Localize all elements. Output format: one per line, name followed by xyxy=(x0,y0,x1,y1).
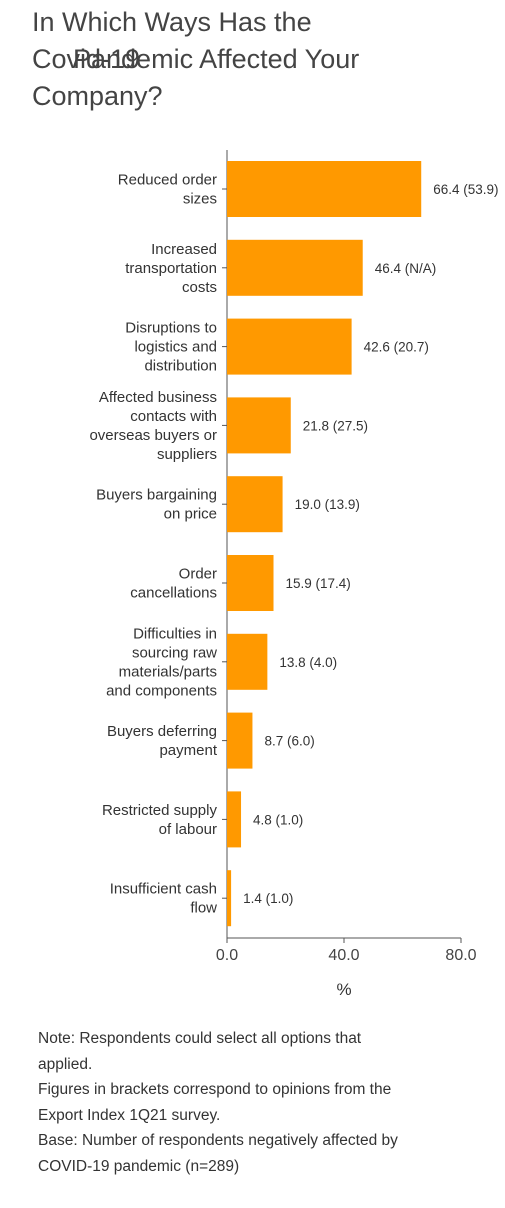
category-label: Affected business xyxy=(99,389,217,406)
note-line: Figures in brackets correspond to opinio… xyxy=(38,1081,392,1098)
category-label: Buyers bargaining xyxy=(96,487,217,504)
data-label: 66.4 (53.9) xyxy=(433,182,498,197)
category-label: sizes xyxy=(183,191,217,208)
bar xyxy=(227,161,422,217)
x-tick-label: 80.0 xyxy=(445,947,476,964)
bar xyxy=(227,633,268,690)
category-label: Insufficient cash xyxy=(110,881,217,898)
title-line-2-second: Pandemic Affected Your xyxy=(73,44,360,74)
data-label: 21.8 (27.5) xyxy=(303,418,368,433)
category-label: payment xyxy=(159,742,217,759)
category-label: flow xyxy=(190,900,217,917)
category-label: of labour xyxy=(159,821,217,838)
bar xyxy=(227,791,242,848)
bar-chart: 66.4 (53.9) Reduced order sizes 46.4 (N/A) I… xyxy=(89,150,499,999)
bar xyxy=(227,555,274,611)
category-label: overseas buyers or xyxy=(89,427,217,444)
note-line: COVID-19 pandemic (n=289) xyxy=(38,1157,240,1175)
category-label: Buyers deferring xyxy=(107,723,217,740)
data-label: 8.7 (6.0) xyxy=(264,734,314,749)
title-line-2: Covid-19 Pandemic Affected Your xyxy=(32,41,492,78)
x-tick-label: 0.0 xyxy=(216,947,238,964)
category-label: transportation xyxy=(125,260,217,277)
x-tick-label: 40.0 xyxy=(328,947,359,964)
bar xyxy=(227,239,363,296)
note-line: Base: Number of respondents negatively a… xyxy=(38,1132,398,1149)
bar xyxy=(227,318,352,375)
category-label: materials/parts xyxy=(119,663,217,680)
note-line: Export Index 1Q21 survey. xyxy=(38,1106,221,1124)
category-label: contacts with xyxy=(130,408,217,425)
category-label: logistics and xyxy=(134,339,217,356)
data-label: 1.4 (1.0) xyxy=(243,891,293,906)
category-label: costs xyxy=(182,279,217,296)
x-axis-title: % xyxy=(336,980,351,999)
data-label: 19.0 (13.9) xyxy=(295,497,360,512)
category-label: Order xyxy=(179,566,217,583)
category-label: Disruptions to xyxy=(125,320,217,337)
chart-notes: Note: Respondents could select all optio… xyxy=(38,1026,478,1179)
chart-title: In Which Ways Has the Covid-19 Pandemic … xyxy=(32,4,492,115)
bar xyxy=(227,476,283,533)
category-label: Difficulties in xyxy=(133,625,217,642)
bar xyxy=(227,397,291,454)
category-label: distribution xyxy=(144,358,217,375)
data-label: 46.4 (N/A) xyxy=(375,261,437,276)
data-label: 13.8 (4.0) xyxy=(279,655,337,670)
title-line-2-first: Covid-19 xyxy=(32,44,141,74)
category-label: Increased xyxy=(151,241,217,258)
data-label: 42.6 (20.7) xyxy=(364,340,429,355)
category-label: Restricted supply xyxy=(102,802,218,819)
category-label: on price xyxy=(164,506,217,523)
title-line-1: In Which Ways Has the xyxy=(32,7,312,37)
category-label: cancellations xyxy=(130,585,217,602)
title-line-3: Company? xyxy=(32,81,163,111)
note-line: Note: Respondents could select all optio… xyxy=(38,1030,362,1047)
data-label: 15.9 (17.4) xyxy=(286,576,351,591)
category-label: and components xyxy=(106,682,217,699)
data-label: 4.8 (1.0) xyxy=(253,812,303,827)
category-label: sourcing raw xyxy=(132,644,217,661)
bar xyxy=(227,712,253,769)
bar xyxy=(227,870,232,927)
note-line: applied. xyxy=(38,1055,93,1073)
category-label: suppliers xyxy=(157,446,217,463)
category-label: Reduced order xyxy=(118,172,217,189)
